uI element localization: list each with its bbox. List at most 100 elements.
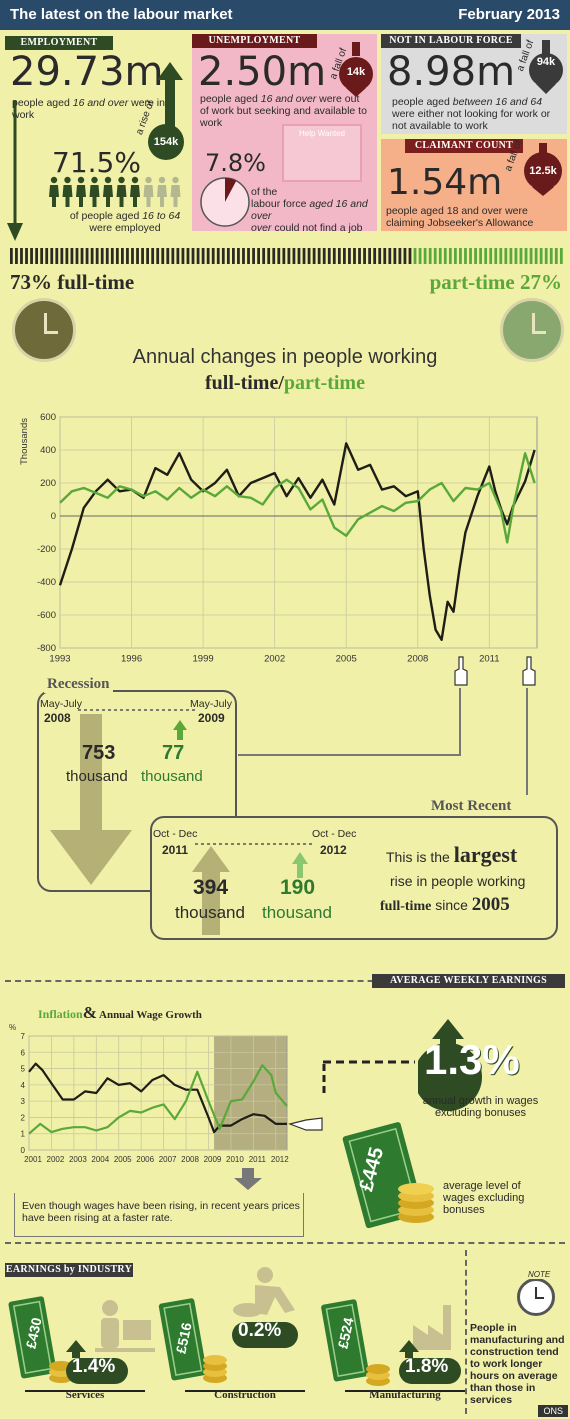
source-badge: ONS <box>538 1405 568 1417</box>
help-wanted-sign: Help Wanted <box>282 124 362 182</box>
full-part-split-bar <box>10 248 563 264</box>
employment-rate: 71.5% <box>52 146 141 179</box>
y-tick-label: -600 <box>37 610 56 621</box>
y-tick-label: 0 <box>21 1146 26 1155</box>
y-tick-label: 6 <box>21 1048 26 1057</box>
x-tick-label: 2002 <box>47 1155 65 1164</box>
wage-level-desc: average level of wages excluding bonuses <box>443 1180 525 1216</box>
full-time-label: 73% full-time <box>10 270 135 294</box>
recession-part-value: 77 <box>162 742 185 764</box>
inactive-desc: people aged between 16 and 64 were eithe… <box>392 96 551 132</box>
unemployment-tag: UNEMPLOYMENT <box>192 34 317 48</box>
person-icon-9 <box>157 176 167 207</box>
inactive-tag: NOT IN LABOUR FORCE <box>381 34 521 48</box>
inactive-value: 8.98m <box>387 49 516 95</box>
claimant-fall-arrow <box>524 143 562 196</box>
recent-from-year: 2011 <box>162 843 189 857</box>
y-tick-label: -200 <box>37 544 56 555</box>
industry-note-text: People in manufacturing and construction… <box>470 1322 565 1406</box>
employment-value: 29.73m <box>10 49 164 95</box>
manufacturing-label: Manufacturing <box>369 1389 441 1401</box>
series-line-inflation <box>28 1064 288 1135</box>
y-tick-label: 7 <box>21 1032 26 1041</box>
construction-growth: 0.2% <box>238 1320 282 1341</box>
manufacturing-label-bar <box>345 1390 465 1392</box>
person-icon-1 <box>49 176 59 207</box>
y-axis-label: % <box>9 1023 16 1032</box>
construction-label: Construction <box>214 1389 276 1401</box>
unemployment-rate-pie <box>200 177 250 227</box>
person-icon-2 <box>62 176 73 207</box>
x-tick-label: 1993 <box>49 654 70 665</box>
chart1-title-line2: full-time/part-time <box>205 372 365 394</box>
hand-pointer-icon-recession <box>454 656 468 686</box>
y-tick-label: 2 <box>21 1113 26 1122</box>
x-tick-label: 2005 <box>114 1155 132 1164</box>
employment-rate-desc: of people aged 16 to 64 were employed <box>69 210 181 234</box>
y-axis-label: Thousands <box>19 418 30 465</box>
industry-divider <box>5 1242 565 1244</box>
hand-pointer-icon-recent <box>522 656 536 686</box>
services-growth-arrow <box>66 1340 128 1384</box>
x-tick-label: 2003 <box>69 1155 87 1164</box>
recession-full-unit: thousand <box>66 768 128 785</box>
claimant-tag: CLAIMANT COUNT <box>405 139 523 153</box>
header-bar: The latest on the labour market February… <box>0 0 570 30</box>
manufacturing-illustration <box>321 1299 451 1386</box>
x-tick-label: 2009 <box>204 1155 222 1164</box>
employment-rise-badge: 154k <box>148 124 184 160</box>
unemployment-value: 2.50m <box>198 49 327 95</box>
recent-arrows <box>192 843 315 935</box>
pie-slice-unemployed <box>225 177 237 202</box>
wage-note-box <box>14 1193 304 1237</box>
y-tick-label: 0 <box>51 511 56 522</box>
wage-growth-desc: annual growth in wages excluding bonuses <box>422 1095 539 1119</box>
full-time-clock-icon <box>12 298 76 362</box>
money-stack-icon <box>342 1122 434 1229</box>
person-icon-5 <box>103 176 113 207</box>
person-icon-3 <box>76 176 86 207</box>
recession-full-value: 753 <box>82 742 116 764</box>
services-label-bar <box>25 1390 145 1402</box>
x-tick-label: 1996 <box>121 654 142 665</box>
dashed-connector <box>323 1060 415 1064</box>
unemployment-desc: people aged 16 and over were out of work… <box>200 93 367 129</box>
unemployment-rate: 7.8% <box>205 149 266 177</box>
earnings-tag: AVERAGE WEEKLY EARNINGS <box>372 974 565 988</box>
claimant-value: 1.54m <box>387 162 503 203</box>
person-icon-6 <box>116 176 127 207</box>
recession-arrows <box>50 709 195 885</box>
unemployment-rate-desc: of the labour force aged 16 and over over … <box>251 186 368 234</box>
x-tick-label: 2001 <box>24 1155 42 1164</box>
person-icon-4 <box>89 176 100 207</box>
employment-tag: EMPLOYMENT <box>5 36 113 50</box>
y-tick-label: 5 <box>21 1065 26 1074</box>
recession-title: Recession <box>44 676 113 693</box>
x-tick-label: 2010 <box>226 1155 244 1164</box>
recession-part-unit: thousand <box>141 768 203 785</box>
recent-text-line2: rise in people working <box>390 873 526 889</box>
series-line-annual-wage-growth <box>28 1062 287 1134</box>
construction-growth-badge <box>232 1322 298 1348</box>
part-time-clock-icon <box>500 298 564 362</box>
recent-to: Oct - Dec <box>312 828 357 840</box>
x-tick-label: 2004 <box>91 1155 109 1164</box>
chart1-title-line1: Annual changes in people working <box>132 346 438 368</box>
recent-part-value: 190 <box>280 876 316 899</box>
wage-note-text: Even though wages have been rising, in r… <box>22 1200 300 1224</box>
manufacturing-growth: 1.8% <box>405 1356 449 1377</box>
y-tick-label: 400 <box>40 445 56 456</box>
y-tick-label: -800 <box>37 643 56 654</box>
section-divider <box>5 980 565 982</box>
recent-text-line1: This is the largest <box>386 842 518 867</box>
claimant-fall-badge: 12.5k <box>529 165 557 177</box>
claimant-desc: people aged 18 and over were claiming Jo… <box>386 205 534 229</box>
construction-illustration <box>158 1267 295 1383</box>
unemployment-fall-arrow <box>339 42 373 97</box>
services-illustration <box>8 1296 155 1383</box>
x-tick-label: 2008 <box>181 1155 199 1164</box>
services-label: Services <box>65 1389 105 1401</box>
recent-title: Most Recent <box>428 798 515 815</box>
recession-from-year: 2008 <box>44 711 71 725</box>
recent-part-unit: thousand <box>262 903 332 922</box>
